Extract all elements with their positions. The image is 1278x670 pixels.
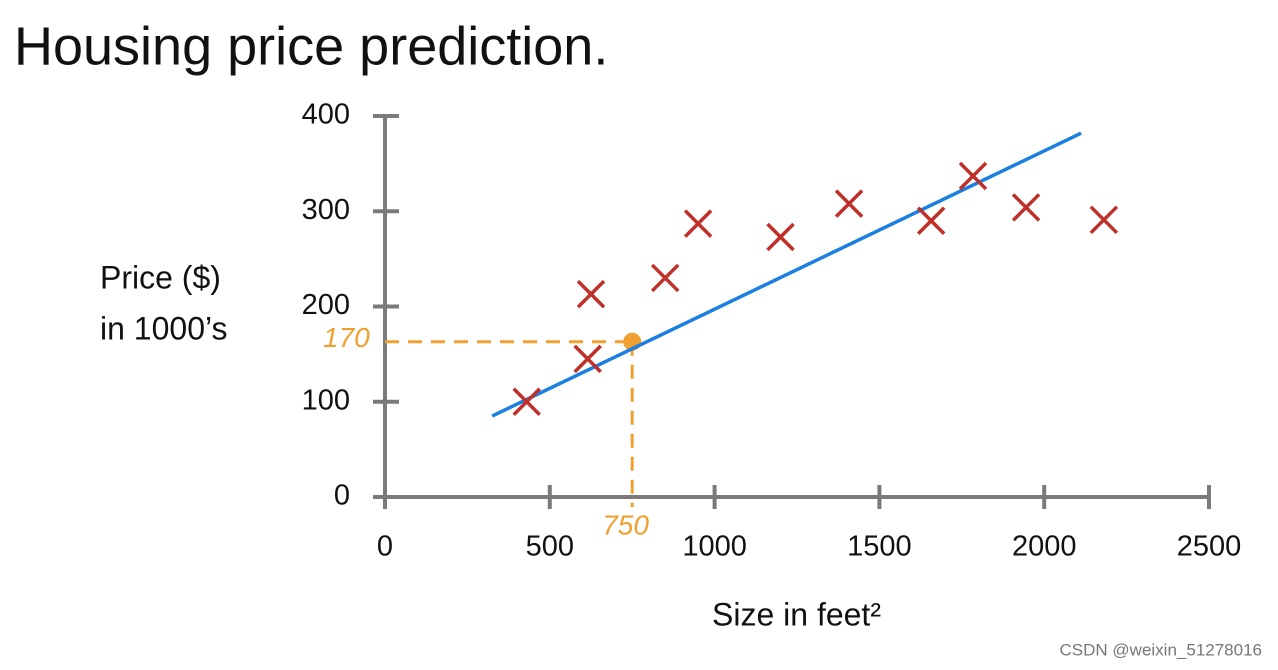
- marker: [1011, 193, 1041, 222]
- x-tick-label: 1500: [847, 531, 912, 563]
- y-tick-label: 400: [302, 99, 350, 131]
- x-tick-label: 500: [526, 531, 574, 563]
- y-tick-label: 300: [302, 194, 350, 226]
- chart-title: Housing price prediction.: [14, 16, 608, 76]
- y-tick-label: 100: [302, 384, 350, 416]
- marker: [766, 222, 795, 252]
- x-tick-label: 1000: [682, 531, 747, 563]
- annotation-label: 750: [602, 509, 649, 540]
- watermark: CSDN @weixin_51278016: [1060, 640, 1262, 659]
- marker: [834, 189, 864, 218]
- marker: [650, 263, 680, 293]
- marker: [1089, 205, 1119, 235]
- annotation-label: 170: [323, 322, 370, 353]
- y-tick-label: 200: [302, 289, 350, 321]
- marker: [573, 344, 602, 374]
- x-tick-label: 2000: [1012, 531, 1077, 563]
- x-tick-label: 0: [377, 531, 393, 563]
- fit-line: [491, 131, 1082, 418]
- x-tick-label: 2500: [1177, 531, 1242, 563]
- marker: [512, 387, 541, 416]
- y-axis-label: in 1000’s: [100, 310, 228, 346]
- marker: [916, 206, 946, 236]
- marker: [958, 161, 988, 191]
- x-axis-label: Size in feet²: [712, 596, 881, 632]
- marker: [683, 209, 713, 238]
- y-tick-label: 0: [334, 480, 350, 512]
- y-axis-label: Price ($): [100, 259, 221, 295]
- marker: [576, 279, 606, 309]
